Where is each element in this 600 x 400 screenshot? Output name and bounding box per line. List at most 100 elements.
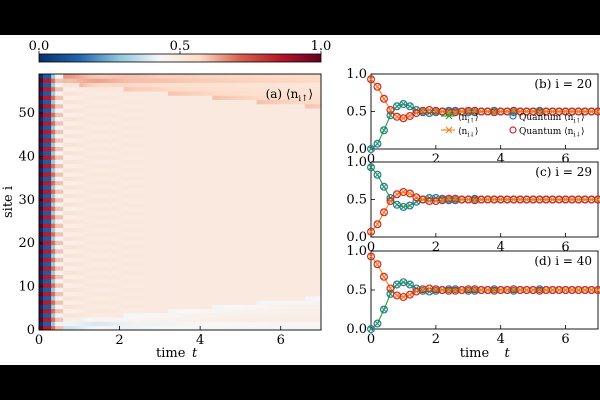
heatmap-cell bbox=[244, 236, 249, 241]
heatmap-cell bbox=[95, 112, 100, 118]
heatmap-cell bbox=[59, 180, 64, 186]
heatmap-cell bbox=[256, 184, 261, 190]
heatmap-cell bbox=[131, 184, 137, 190]
heatmap-cell bbox=[115, 270, 120, 275]
heatmap-cell bbox=[248, 112, 253, 118]
cross-marker bbox=[368, 164, 374, 171]
heatmap-cell bbox=[55, 95, 60, 100]
heatmap-cell bbox=[280, 91, 286, 96]
heatmap-cell bbox=[111, 295, 116, 301]
heatmap-cell bbox=[95, 261, 100, 267]
heatmap-cell bbox=[135, 278, 141, 284]
heatmap-cell bbox=[95, 155, 100, 160]
cross-marker bbox=[549, 287, 556, 293]
heatmap-cell bbox=[260, 291, 265, 297]
heatmap-cell bbox=[103, 86, 108, 92]
heatmap-cell bbox=[107, 287, 112, 292]
heatmap-cell bbox=[260, 176, 265, 182]
heatmap-cell bbox=[284, 146, 290, 152]
heatmap-cell bbox=[163, 312, 169, 318]
heatmap-cell bbox=[87, 112, 92, 118]
heatmap-cell bbox=[248, 317, 253, 322]
heatmap-cell bbox=[127, 278, 133, 284]
heatmap-cell bbox=[163, 103, 169, 109]
heatmap-cell bbox=[256, 138, 261, 143]
heatmap-cell bbox=[39, 82, 44, 88]
heatmap-cell bbox=[252, 295, 257, 301]
heatmap-cell bbox=[103, 138, 108, 143]
heatmap-cell bbox=[252, 236, 257, 241]
heatmap-cell bbox=[264, 270, 270, 275]
heatmap-cell bbox=[131, 150, 137, 156]
heatmap-cell bbox=[63, 120, 68, 126]
heatmap-cell bbox=[260, 108, 265, 113]
cross-marker bbox=[588, 287, 595, 293]
heatmap-cell bbox=[67, 120, 72, 126]
heatmap-cell bbox=[151, 248, 157, 254]
heatmap-cell bbox=[288, 274, 294, 280]
heatmap-cell bbox=[180, 317, 185, 322]
heatmap-cell bbox=[252, 312, 257, 318]
heatmap-cell bbox=[296, 202, 302, 207]
heatmap-cell bbox=[188, 214, 193, 220]
heatmap-cell bbox=[51, 312, 56, 318]
heatmap-cell bbox=[59, 74, 64, 79]
heatmap-cell bbox=[208, 180, 213, 186]
heatmap-cell bbox=[312, 248, 318, 254]
heatmap-cell bbox=[232, 325, 237, 331]
heatmap-cell bbox=[99, 129, 104, 135]
heatmap-cell bbox=[143, 163, 149, 169]
heatmap-cell bbox=[200, 142, 205, 147]
heatmap-cell bbox=[296, 308, 302, 314]
quantum-circle-marker bbox=[379, 182, 388, 191]
heatmap-cell bbox=[159, 197, 165, 203]
heatmap-cell bbox=[272, 317, 278, 322]
heatmap-cell bbox=[155, 278, 161, 284]
heatmap-cell bbox=[308, 99, 314, 105]
heatmap-cell bbox=[284, 261, 290, 267]
heatmap-cell bbox=[208, 112, 213, 118]
heatmap-cell bbox=[260, 189, 265, 194]
heatmap-cell bbox=[147, 270, 153, 275]
heatmap-cell bbox=[79, 120, 84, 126]
heatmap-cell bbox=[55, 184, 60, 190]
heatmap-cell bbox=[264, 146, 270, 152]
heatmap-cell bbox=[228, 78, 233, 83]
heatmap-cell bbox=[316, 103, 322, 109]
heatmap-cell bbox=[252, 291, 257, 297]
heatmap-cell bbox=[188, 95, 193, 100]
cross-marker bbox=[497, 108, 504, 115]
heatmap-cell bbox=[83, 129, 88, 135]
heatmap-cell bbox=[248, 176, 253, 182]
heatmap-cell bbox=[284, 317, 290, 322]
heatmap-cell bbox=[87, 214, 92, 220]
heatmap-cell bbox=[316, 120, 322, 126]
heatmap-cell bbox=[272, 270, 278, 275]
heatmap-cell bbox=[167, 223, 173, 228]
heatmap-cell bbox=[196, 78, 201, 83]
heatmap-cell bbox=[123, 197, 129, 203]
heatmap-cell bbox=[248, 227, 253, 233]
heatmap-cell bbox=[188, 103, 193, 109]
heatmap-cell bbox=[155, 236, 161, 241]
heatmap-cell bbox=[192, 304, 197, 310]
heatmap-cell bbox=[71, 317, 76, 322]
heatmap-cell bbox=[188, 244, 193, 250]
heatmap-cell bbox=[55, 291, 60, 297]
heatmap-cell bbox=[139, 236, 145, 241]
heatmap-cell bbox=[127, 248, 133, 254]
heatmap-cell bbox=[155, 95, 161, 100]
heatmap-cell bbox=[107, 138, 112, 143]
heatmap-cell bbox=[312, 274, 318, 280]
heatmap-cell bbox=[67, 236, 72, 241]
heatmap-cell bbox=[75, 231, 80, 237]
heatmap-cell bbox=[131, 163, 137, 169]
heatmap-cell bbox=[51, 295, 56, 301]
heatmap-cell bbox=[188, 308, 193, 314]
heatmap-cell bbox=[63, 283, 68, 288]
heatmap-cell bbox=[119, 95, 124, 100]
heatmap-cell bbox=[220, 146, 225, 152]
heatmap-cell bbox=[147, 244, 153, 250]
heatmap-cell bbox=[131, 214, 137, 220]
heatmap-cell bbox=[228, 253, 233, 258]
